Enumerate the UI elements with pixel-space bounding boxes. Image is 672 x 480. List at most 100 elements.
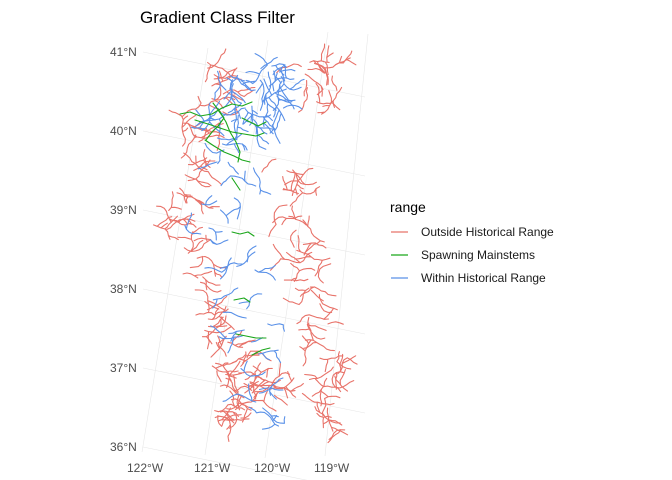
river-segment [236, 76, 256, 92]
parallel-5 [142, 446, 308, 480]
river-segment [331, 75, 338, 91]
river-segment [336, 351, 352, 370]
river-segment [219, 206, 241, 224]
legend: range Outside Historical Range Spawning … [390, 199, 554, 285]
river-segment [254, 264, 276, 281]
river-segment [176, 192, 193, 204]
river-segment [211, 362, 239, 382]
river-segment [220, 170, 257, 187]
legend-label-within: Within Historical Range [421, 271, 546, 285]
river-segment [208, 227, 223, 241]
river-segment [210, 325, 243, 354]
river-segment [272, 64, 286, 82]
river-segment [319, 303, 333, 314]
river-segment [317, 50, 353, 86]
river-segment [225, 360, 243, 393]
river-segment [231, 177, 241, 191]
river-segment [238, 293, 263, 310]
river-segment [242, 105, 258, 126]
river-segment [152, 215, 179, 241]
river-segment [184, 212, 202, 235]
river-segment [201, 195, 218, 206]
river-segment [204, 139, 251, 163]
river-segment [182, 270, 213, 279]
river-segment [166, 218, 196, 231]
river-segment [314, 401, 341, 425]
river-segment [204, 262, 243, 273]
river-segment [268, 72, 282, 92]
lat-label-41: 41°N [110, 45, 137, 59]
lon-label-121: 121°W [194, 461, 231, 475]
river-segment [254, 53, 278, 70]
river-segment [179, 101, 253, 117]
river-segment [326, 45, 334, 63]
river-segment [216, 370, 222, 383]
river-segment [215, 360, 238, 389]
river-segment [317, 263, 332, 284]
meridian-3 [324, 33, 369, 457]
river-segment [156, 205, 180, 223]
river-segment [327, 321, 344, 325]
lat-label-39: 39°N [110, 203, 137, 217]
river-segment [240, 360, 266, 377]
river-segment [321, 391, 341, 417]
river-segment [219, 410, 239, 417]
river-segment [272, 80, 293, 111]
river-segment [253, 119, 268, 135]
river-segment [248, 406, 280, 430]
river-segment [303, 79, 308, 97]
parallel-0 [142, 51, 366, 98]
river-segment [219, 384, 245, 399]
river-segment [219, 107, 246, 119]
river-segment [296, 314, 330, 325]
river-segment [187, 149, 212, 187]
river-segment [240, 412, 252, 419]
river-segment [198, 122, 220, 143]
river-segment [202, 276, 221, 291]
river-segment [298, 87, 309, 113]
lon-label-119: 119°W [314, 461, 350, 475]
river-segment [207, 48, 227, 69]
parallel-3 [142, 288, 366, 335]
river-segment [195, 308, 229, 316]
river-segment [227, 161, 239, 175]
river-segment [209, 239, 229, 245]
river-segment [205, 109, 225, 141]
river-segment [318, 294, 338, 320]
river-segment [309, 43, 330, 76]
river-segment [326, 407, 349, 436]
river-segment [183, 152, 222, 185]
river-segment [306, 324, 327, 331]
river-segment [274, 394, 288, 406]
river-segment [194, 119, 265, 137]
river-segment [310, 289, 324, 302]
river-segment [222, 383, 257, 403]
legend-label-spawning: Spawning Mainstems [421, 248, 535, 262]
river-segment [221, 133, 248, 154]
lat-label-36: 36°N [110, 440, 137, 454]
river-segment [168, 109, 197, 147]
river-segment [214, 70, 227, 101]
lat-label-37: 37°N [110, 361, 137, 375]
river-segment [278, 68, 296, 73]
legend-label-outside: Outside Historical Range [421, 225, 554, 239]
river-segment [339, 369, 346, 385]
river-segment [272, 383, 304, 399]
river-segment [284, 169, 317, 186]
river-segment [231, 83, 246, 111]
river-segment [302, 215, 325, 254]
lon-label-122: 122°W [127, 461, 164, 475]
parallel-2 [142, 209, 366, 256]
river-segment [207, 305, 235, 331]
river-segment [319, 355, 344, 373]
river-segment [337, 355, 358, 375]
rivers-outside-range [152, 43, 358, 444]
river-segment [255, 79, 265, 111]
river-segment [187, 155, 211, 168]
river-segment [235, 333, 267, 339]
river-segment [303, 322, 335, 352]
parallel-1 [142, 130, 366, 177]
map-title: Gradient Class Filter [140, 8, 295, 27]
river-segment [231, 354, 246, 364]
river-segment [304, 366, 334, 381]
